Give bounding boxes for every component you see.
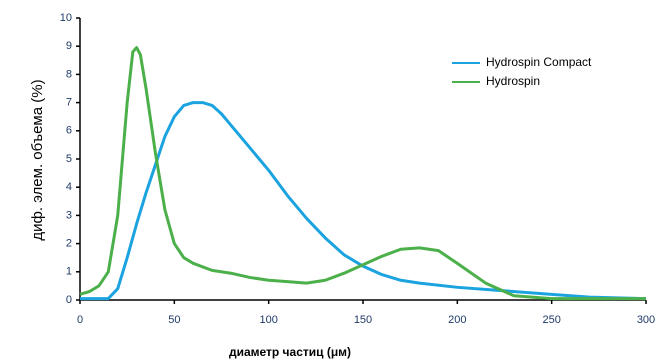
y-tick-label: 4	[66, 181, 72, 193]
x-tick-label: 250	[542, 314, 560, 326]
y-tick-label: 1	[66, 266, 72, 278]
y-tick-label: 6	[66, 125, 72, 137]
x-axis-label: диаметр частиц (μм)	[229, 345, 351, 359]
y-tick-label: 0	[66, 294, 72, 306]
legend-label: Hydrospin	[486, 74, 540, 88]
x-tick-label: 150	[354, 314, 372, 326]
line-series	[80, 101, 647, 301]
y-axis-label: диф. элем. объема (%)	[29, 79, 46, 240]
y-tick-label: 9	[66, 40, 72, 52]
x-tick-label: 300	[637, 314, 655, 326]
y-tick-label: 7	[66, 97, 72, 109]
x-tick-label: 200	[448, 314, 466, 326]
y-tick-label: 2	[66, 238, 72, 250]
x-tick-label: 50	[168, 314, 180, 326]
line-series	[79, 46, 646, 301]
y-tick-label: 3	[66, 209, 72, 221]
y-tick-label: 8	[66, 68, 72, 80]
legend-label: Hydrospin Compact	[486, 55, 592, 69]
y-tick-label: 10	[60, 12, 72, 24]
y-tick-label: 5	[66, 153, 72, 165]
x-tick-label: 100	[259, 314, 277, 326]
x-tick-label: 0	[77, 314, 83, 326]
